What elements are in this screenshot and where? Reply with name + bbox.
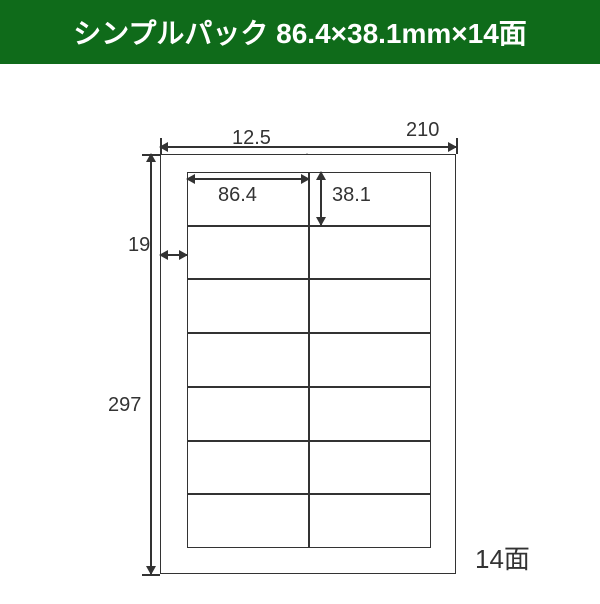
dim-label-297: 297: [108, 394, 141, 417]
label-cell: [187, 441, 309, 495]
dim-line-210: [160, 146, 456, 148]
dim-line-381: [320, 172, 322, 225]
label-grid: [187, 172, 431, 548]
label-cell: [309, 387, 431, 441]
header-banner: シンプルパック 86.4×38.1mm×14面: [0, 0, 600, 64]
label-cell: [187, 333, 309, 387]
label-cell: [187, 387, 309, 441]
label-cell: [187, 494, 309, 548]
face-count-label: 14面: [475, 539, 530, 576]
label-cell: [309, 494, 431, 548]
label-cell: [309, 441, 431, 495]
dim-label-125: 12.5: [232, 127, 271, 150]
dim-line-864: [187, 178, 309, 180]
dim-label-381: 38.1: [332, 184, 371, 207]
label-cell: [309, 226, 431, 280]
label-cell: [187, 279, 309, 333]
dim-line-297: [150, 154, 152, 574]
label-cell: [309, 333, 431, 387]
header-text: シンプルパック 86.4×38.1mm×14面: [73, 18, 527, 49]
dim-label-210: 210: [406, 119, 439, 142]
label-cell: [309, 279, 431, 333]
dim-label-864: 86.4: [218, 184, 257, 207]
label-cell: [187, 226, 309, 280]
diagram: 210 12.5 297 86.4 38.1 19 14面: [0, 64, 600, 604]
dim-line-19: [160, 254, 187, 256]
dim-label-19: 19: [128, 234, 150, 257]
